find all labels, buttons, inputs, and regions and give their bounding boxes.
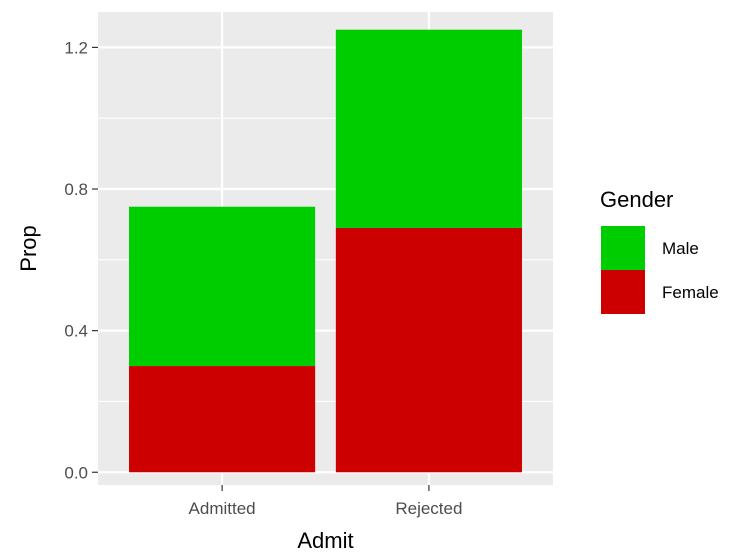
y-tick-label: 0.8: [64, 180, 88, 199]
legend-keys: Male Female: [601, 226, 719, 314]
bar-female-admitted: [129, 366, 316, 473]
bar-female-rejected: [335, 227, 522, 473]
bars: [129, 29, 522, 473]
x-axis: Admitted Rejected: [189, 485, 462, 518]
bar-male-rejected: [335, 29, 522, 228]
x-tick-label: Rejected: [395, 499, 462, 518]
legend-key-female: [601, 270, 645, 314]
legend: Gender Male Female: [600, 187, 719, 314]
legend-title: Gender: [600, 187, 673, 212]
y-tick-label: 1.2: [64, 38, 88, 57]
y-tick-label: 0.4: [64, 322, 88, 341]
legend-label-female: Female: [662, 283, 719, 302]
legend-label-male: Male: [662, 239, 699, 258]
bar-male-admitted: [129, 206, 316, 367]
legend-key-male: [601, 226, 645, 270]
y-axis: 0.0 0.4 0.8 1.2: [64, 38, 98, 482]
y-axis-title: Prop: [16, 225, 41, 271]
x-axis-title: Admit: [297, 528, 353, 553]
x-tick-label: Admitted: [189, 499, 256, 518]
y-tick-label: 0.0: [64, 463, 88, 482]
